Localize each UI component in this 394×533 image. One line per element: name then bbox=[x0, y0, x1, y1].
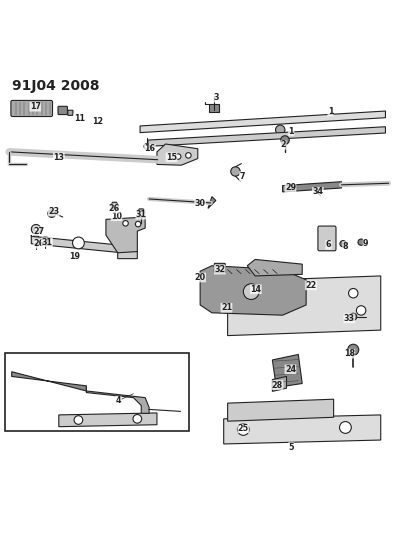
Text: 16: 16 bbox=[144, 144, 155, 153]
Circle shape bbox=[350, 313, 357, 320]
Polygon shape bbox=[247, 260, 302, 276]
Polygon shape bbox=[32, 236, 40, 243]
Text: 1: 1 bbox=[328, 107, 333, 116]
FancyBboxPatch shape bbox=[68, 110, 73, 115]
Text: 24: 24 bbox=[285, 365, 296, 374]
Polygon shape bbox=[138, 209, 145, 216]
Text: 6: 6 bbox=[326, 240, 331, 249]
Bar bbox=[209, 104, 219, 112]
Circle shape bbox=[133, 415, 141, 423]
Polygon shape bbox=[42, 237, 48, 243]
Text: 17: 17 bbox=[30, 102, 41, 111]
Circle shape bbox=[243, 284, 259, 300]
Polygon shape bbox=[106, 217, 145, 253]
Text: 19: 19 bbox=[69, 252, 80, 261]
Circle shape bbox=[340, 422, 351, 433]
Circle shape bbox=[357, 306, 366, 315]
Polygon shape bbox=[272, 354, 302, 387]
Polygon shape bbox=[272, 376, 286, 391]
Text: 28: 28 bbox=[272, 381, 283, 390]
Text: 11: 11 bbox=[74, 114, 85, 123]
Bar bbox=[6, 353, 189, 431]
Circle shape bbox=[175, 154, 181, 159]
Circle shape bbox=[247, 290, 256, 300]
Circle shape bbox=[275, 125, 285, 135]
Text: 91J04 2008: 91J04 2008 bbox=[13, 79, 100, 93]
Circle shape bbox=[358, 239, 364, 245]
Circle shape bbox=[34, 227, 38, 231]
FancyBboxPatch shape bbox=[214, 263, 225, 272]
Text: 18: 18 bbox=[344, 349, 355, 358]
Polygon shape bbox=[228, 276, 381, 336]
Polygon shape bbox=[140, 111, 385, 133]
Text: 23: 23 bbox=[48, 207, 59, 216]
Text: 8: 8 bbox=[343, 241, 348, 251]
Text: 22: 22 bbox=[305, 281, 316, 290]
Circle shape bbox=[31, 224, 41, 234]
Text: 30: 30 bbox=[195, 199, 206, 208]
Text: 13: 13 bbox=[53, 153, 64, 162]
Circle shape bbox=[72, 237, 84, 249]
Text: 4: 4 bbox=[116, 396, 121, 405]
Polygon shape bbox=[31, 235, 138, 259]
Polygon shape bbox=[12, 372, 86, 391]
Text: 25: 25 bbox=[238, 424, 249, 433]
Polygon shape bbox=[282, 182, 342, 192]
Polygon shape bbox=[200, 266, 306, 315]
FancyBboxPatch shape bbox=[11, 100, 52, 117]
Circle shape bbox=[144, 143, 149, 149]
Polygon shape bbox=[228, 399, 334, 421]
Text: 29: 29 bbox=[285, 183, 296, 192]
Polygon shape bbox=[224, 415, 381, 444]
Polygon shape bbox=[148, 127, 385, 147]
Polygon shape bbox=[208, 197, 216, 208]
Text: 1: 1 bbox=[288, 126, 294, 135]
Circle shape bbox=[349, 288, 358, 298]
Text: 21: 21 bbox=[221, 303, 232, 312]
Text: 27: 27 bbox=[33, 227, 45, 236]
Text: 34: 34 bbox=[312, 188, 323, 196]
Text: 26: 26 bbox=[33, 239, 45, 248]
Polygon shape bbox=[111, 202, 119, 209]
Text: 10: 10 bbox=[111, 212, 122, 221]
Circle shape bbox=[74, 416, 83, 424]
Circle shape bbox=[136, 221, 141, 227]
Text: 15: 15 bbox=[166, 153, 177, 162]
Text: 20: 20 bbox=[195, 273, 206, 282]
FancyBboxPatch shape bbox=[58, 106, 67, 115]
Text: 33: 33 bbox=[344, 314, 355, 323]
Text: 32: 32 bbox=[214, 265, 225, 274]
Circle shape bbox=[123, 221, 128, 226]
Circle shape bbox=[186, 152, 191, 158]
Polygon shape bbox=[59, 413, 157, 427]
FancyBboxPatch shape bbox=[318, 226, 336, 251]
Circle shape bbox=[238, 424, 249, 435]
Text: 12: 12 bbox=[93, 117, 104, 126]
Circle shape bbox=[48, 209, 56, 217]
Text: 26: 26 bbox=[108, 204, 119, 213]
Text: 9: 9 bbox=[363, 239, 368, 248]
Circle shape bbox=[231, 167, 240, 176]
Text: 31: 31 bbox=[136, 210, 147, 219]
Text: 7: 7 bbox=[240, 172, 245, 181]
Circle shape bbox=[348, 344, 359, 355]
Text: 31: 31 bbox=[41, 238, 52, 247]
Text: 5: 5 bbox=[288, 442, 294, 451]
Circle shape bbox=[340, 240, 346, 247]
Text: 3: 3 bbox=[214, 93, 219, 102]
Polygon shape bbox=[86, 386, 149, 413]
Polygon shape bbox=[157, 144, 198, 165]
Text: 2: 2 bbox=[281, 140, 286, 149]
Circle shape bbox=[281, 136, 289, 144]
Text: 14: 14 bbox=[251, 285, 261, 294]
